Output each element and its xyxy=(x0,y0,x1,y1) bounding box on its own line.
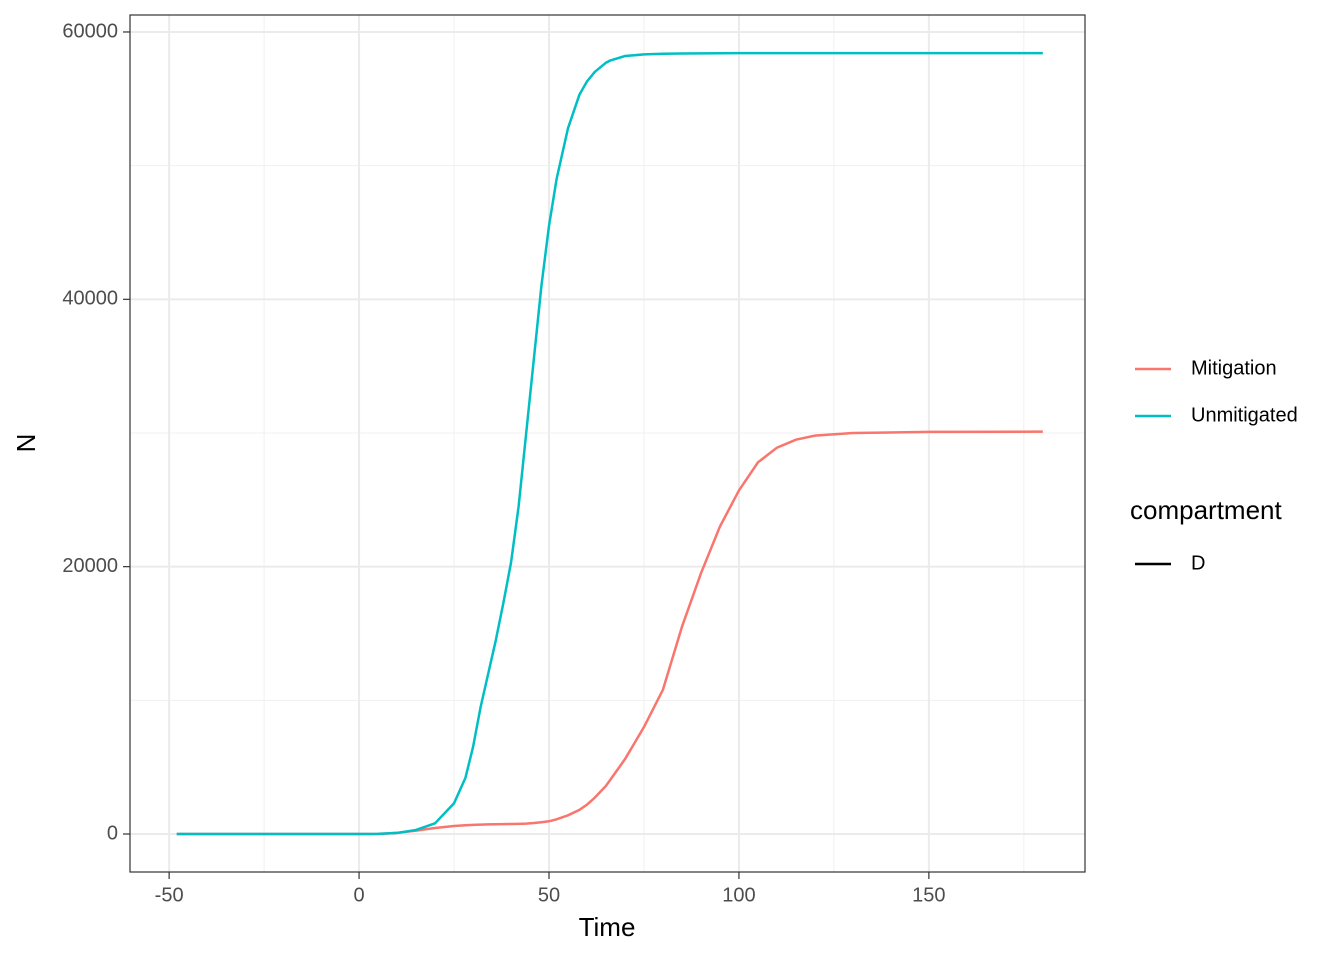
legend-label: D xyxy=(1191,552,1205,574)
y-tick-label: 40000 xyxy=(62,288,118,310)
x-tick-label: 0 xyxy=(354,884,365,906)
y-tick-label: 20000 xyxy=(62,555,118,577)
x-tick-label: 50 xyxy=(538,884,560,906)
y-tick-label: 60000 xyxy=(62,20,118,42)
legend-label: Unmitigated xyxy=(1191,404,1298,426)
legend-title: compartment xyxy=(1130,495,1282,525)
y-axis-label: N xyxy=(11,434,41,453)
x-tick-label: 150 xyxy=(912,884,945,906)
x-tick-label: 100 xyxy=(722,884,755,906)
panel-border xyxy=(129,14,1086,873)
legend-label: Mitigation xyxy=(1191,357,1277,379)
x-tick-label: -50 xyxy=(155,884,184,906)
x-axis-label: Time xyxy=(579,912,636,942)
series-line xyxy=(176,51,1043,836)
series-line xyxy=(176,430,1043,836)
y-tick-label: 0 xyxy=(107,822,118,844)
